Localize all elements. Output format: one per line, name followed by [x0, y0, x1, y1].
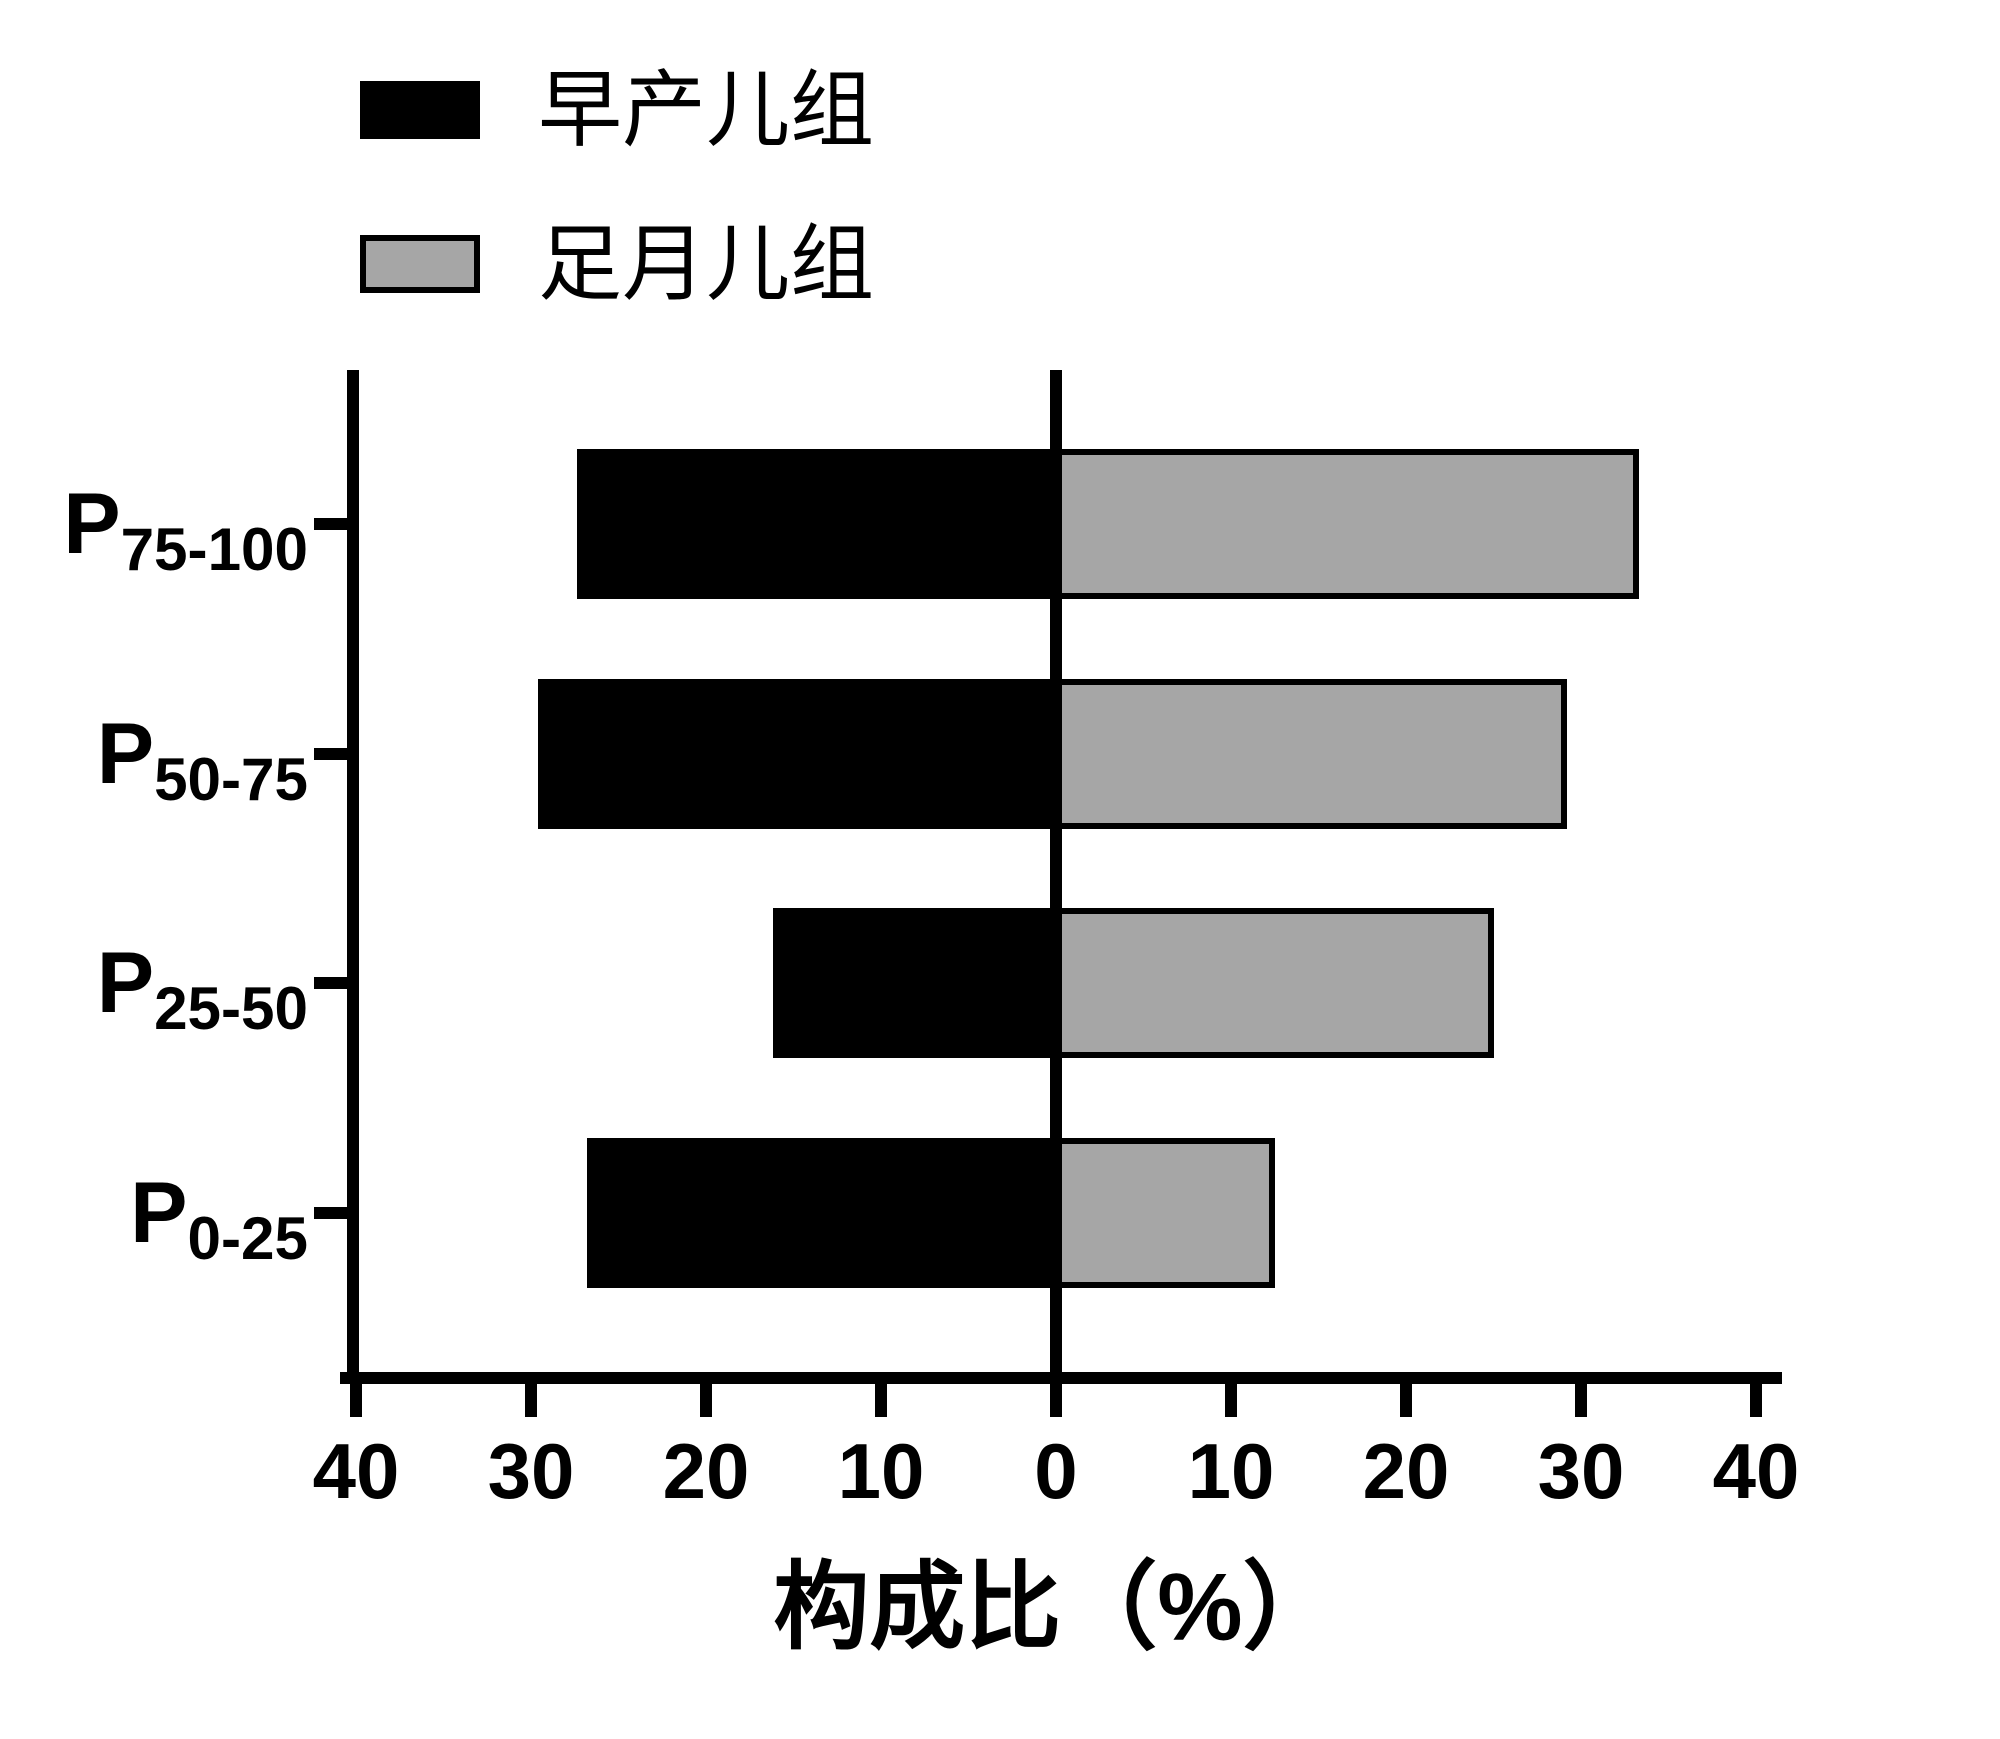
y-axis-line — [347, 370, 359, 1384]
x-tick-label: 30 — [1537, 1427, 1625, 1515]
y-label-subscript: 50-75 — [154, 745, 308, 813]
x-tick — [700, 1384, 712, 1417]
x-tick — [525, 1384, 537, 1417]
y-label-subscript: 75-100 — [120, 515, 308, 583]
x-tick-label: 40 — [312, 1427, 400, 1515]
x-tick — [350, 1384, 362, 1417]
y-label-base: P — [96, 935, 155, 1031]
x-axis-line — [340, 1372, 1782, 1384]
x-tick-label: 20 — [662, 1427, 750, 1515]
bar-term-75-100 — [1056, 449, 1639, 599]
x-tick-label: 20 — [1362, 1427, 1450, 1515]
x-tick-label: 30 — [487, 1427, 575, 1515]
y-axis-label-75-100: P75-100 — [0, 464, 308, 584]
y-axis-label-0-25: P0-25 — [0, 1153, 308, 1273]
x-tick — [875, 1384, 887, 1417]
legend-swatch-preterm-group — [360, 81, 480, 139]
y-tick — [314, 977, 347, 989]
x-tick — [1750, 1384, 1762, 1417]
y-label-base: P — [96, 706, 155, 802]
legend-label-preterm-group: 早产儿组 — [538, 63, 875, 157]
bar-preterm-25-50 — [772, 908, 1056, 1058]
y-label-base: P — [63, 476, 121, 572]
y-label-subscript: 0-25 — [187, 1204, 308, 1272]
x-tick — [1575, 1384, 1587, 1417]
legend-label-term-group: 足月儿组 — [538, 217, 875, 311]
y-tick — [314, 748, 347, 760]
x-tick-label: 0 — [1034, 1427, 1078, 1515]
bar-preterm-75-100 — [576, 449, 1056, 599]
x-tick-label: 10 — [837, 1427, 925, 1515]
bar-preterm-50-75 — [538, 679, 1056, 829]
x-tick — [1050, 1384, 1062, 1417]
y-label-subscript: 25-50 — [154, 974, 308, 1042]
x-tick — [1400, 1384, 1412, 1417]
legend: 早产儿组 足月儿组 — [360, 68, 874, 306]
bar-term-0-25 — [1056, 1138, 1275, 1288]
x-axis-title: 构成比（%） — [773, 1554, 1339, 1661]
y-tick — [314, 1207, 347, 1219]
bar-term-25-50 — [1056, 908, 1494, 1058]
x-tick — [1225, 1384, 1237, 1417]
x-tick-label: 40 — [1712, 1427, 1800, 1515]
x-tick-label: 10 — [1187, 1427, 1275, 1515]
bar-preterm-0-25 — [587, 1138, 1056, 1288]
y-axis-label-50-75: P50-75 — [0, 694, 308, 814]
legend-swatch-term-group — [360, 235, 480, 293]
bar-term-50-75 — [1056, 679, 1567, 829]
zero-line — [1050, 370, 1062, 1384]
y-axis-label-25-50: P25-50 — [0, 923, 308, 1043]
y-label-base: P — [130, 1165, 188, 1261]
y-tick — [314, 518, 347, 530]
legend-item-term-group: 足月儿组 — [360, 222, 874, 306]
legend-item-preterm-group: 早产儿组 — [360, 68, 874, 152]
